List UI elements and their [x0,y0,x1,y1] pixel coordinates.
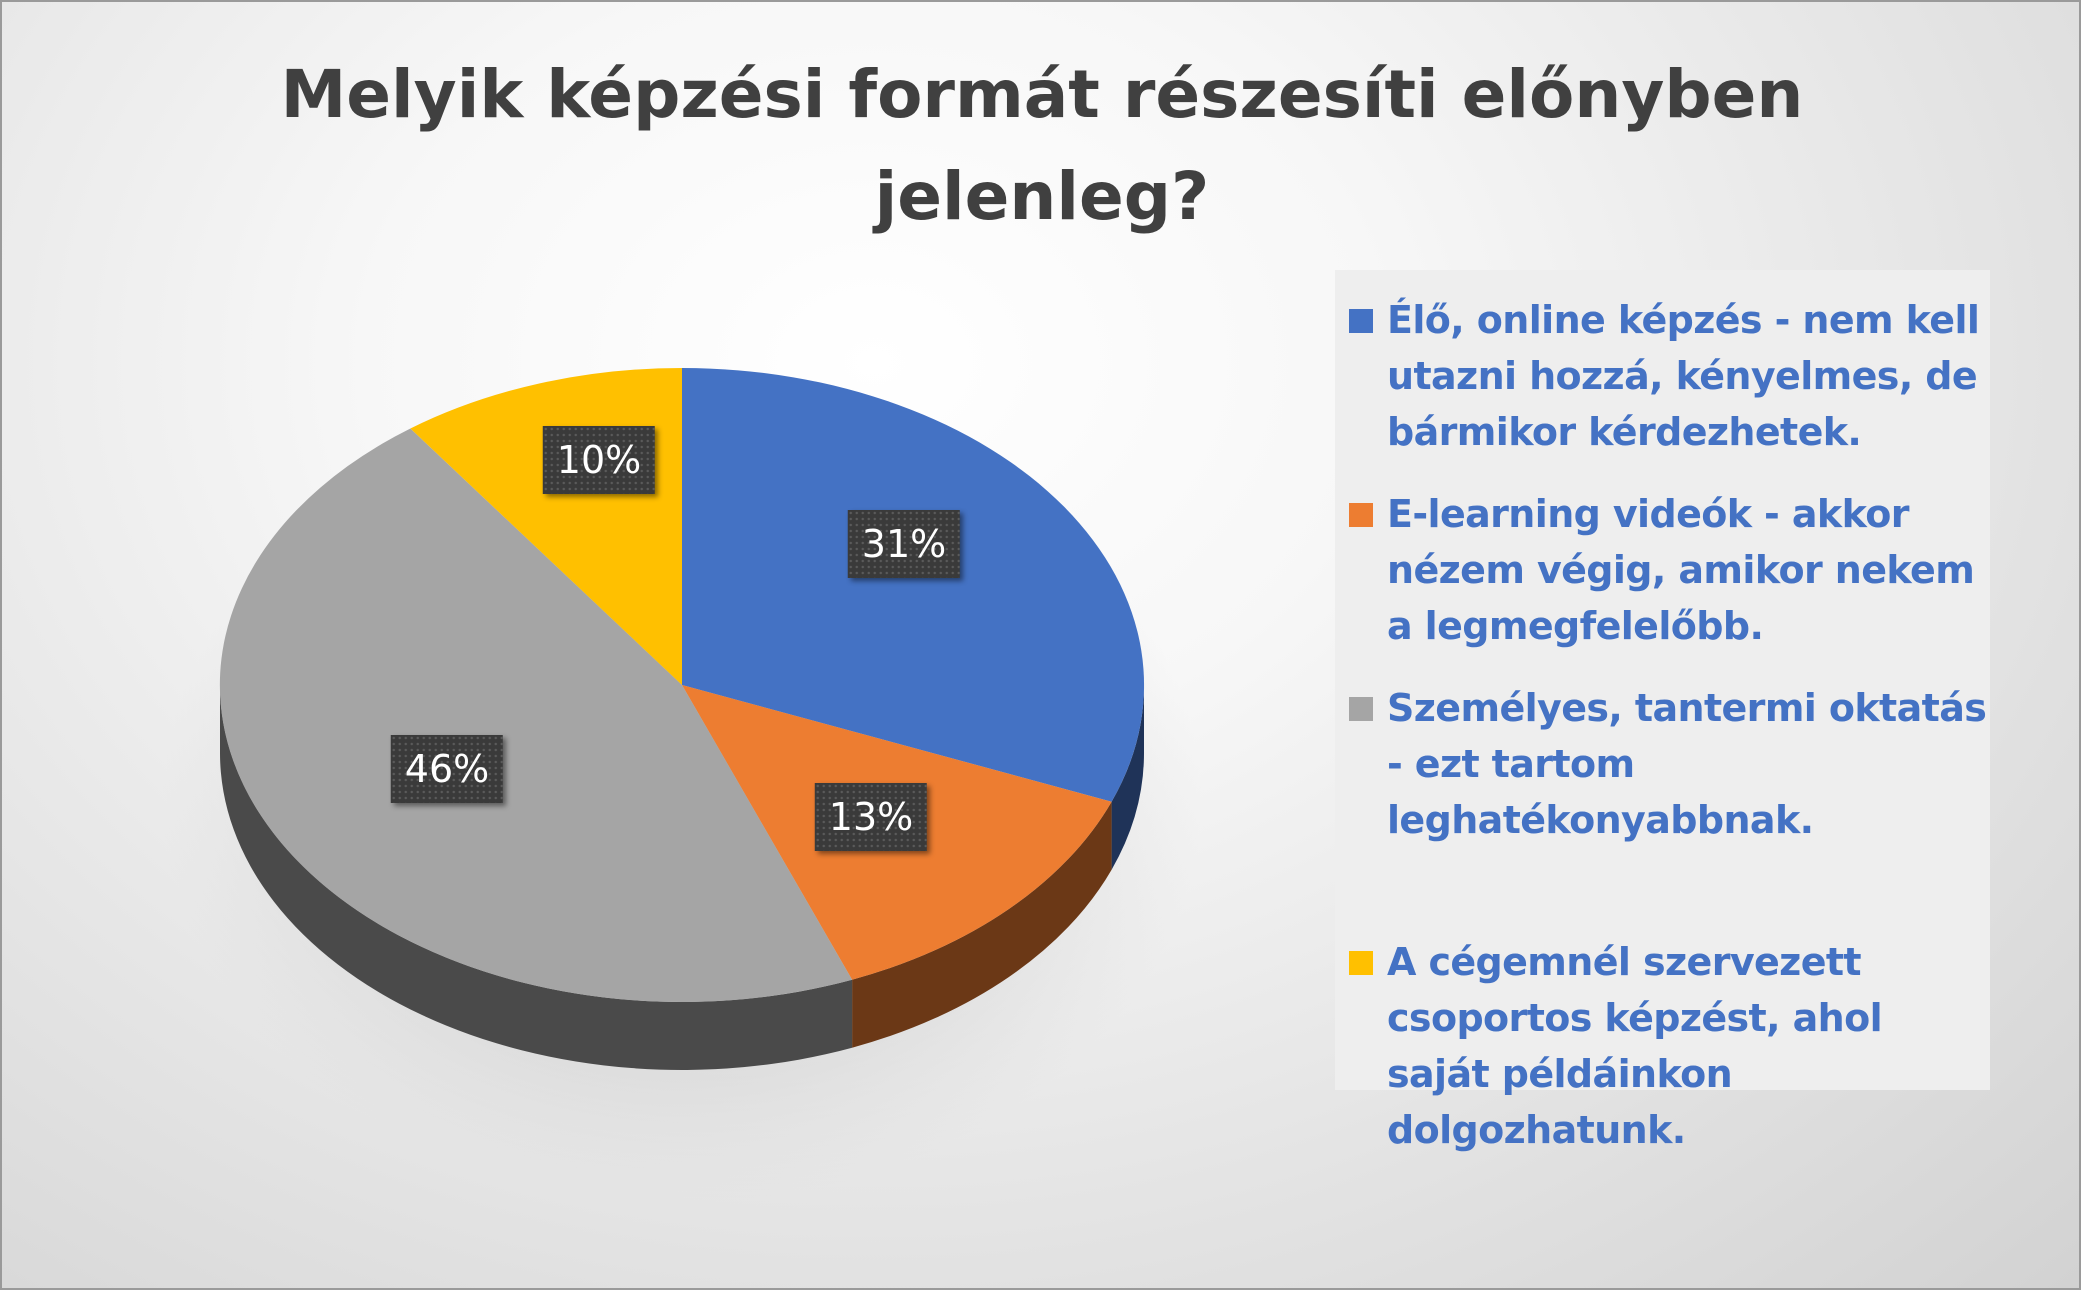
data-label-e-learning: 13% [814,783,928,851]
pie-slice-side-live-online [1111,685,1144,870]
pie-slice-side-classroom [220,685,853,1070]
legend-label-live-online: Élő, online képzés - nem kell utazni hoz… [1387,298,1980,454]
legend-label-classroom: Személyes, tantermi oktatás - ezt tartom… [1387,686,1987,842]
data-label-company-group: 10% [542,426,656,494]
data-label-classroom: 46% [390,735,504,803]
pie-slice-live-online[interactable] [682,368,1145,802]
legend-swatch-classroom [1349,697,1373,721]
legend-swatch-live-online [1349,309,1373,333]
legend-item-company-group: A cégemnél szervezett csoportos képzést,… [1349,934,1990,1158]
legend-swatch-e-learning [1349,503,1373,527]
data-label-live-online: 31% [847,510,961,578]
chart-title: Melyik képzési formát részesíti előnyben… [280,56,1804,235]
legend-label-e-learning: E-learning videók - akkor nézem végig, a… [1387,492,1975,648]
pie-chart [162,368,1202,1202]
legend: Élő, online képzés - nem kell utazni hoz… [1335,270,1990,1152]
legend-item-e-learning: E-learning videók - akkor nézem végig, a… [1349,486,1990,654]
legend-item-classroom: Személyes, tantermi oktatás - ezt tartom… [1349,680,1990,848]
legend-swatch-company-group [1349,951,1373,975]
legend-label-company-group: A cégemnél szervezett csoportos képzést,… [1387,940,1883,1152]
legend-item-live-online: Élő, online képzés - nem kell utazni hoz… [1349,292,1990,460]
pie-slice-side-e-learning [852,801,1112,1048]
pie-slice-classroom[interactable] [219,428,853,1003]
